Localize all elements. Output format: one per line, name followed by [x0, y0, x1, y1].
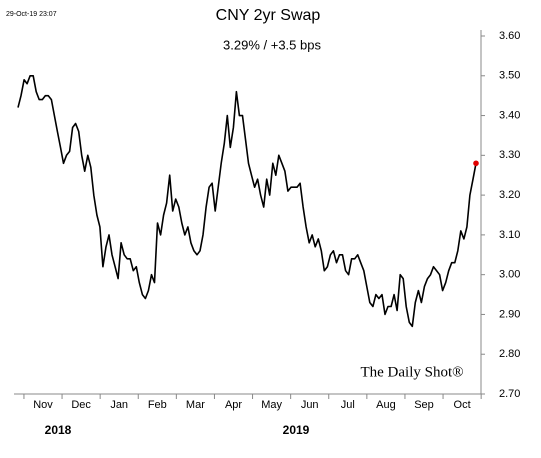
timestamp: 29-Oct-19 23:07	[6, 11, 57, 18]
x-tick-label: Jul	[341, 399, 355, 411]
y-tick-label: 2.70	[499, 388, 520, 400]
source-logo: The Daily Shot®	[360, 364, 463, 380]
y-tick-label: 3.60	[499, 30, 520, 42]
last-point	[473, 160, 479, 167]
series-line	[17, 75, 477, 328]
x-tick-label: Mar	[186, 399, 205, 411]
y-tick-label: 3.10	[499, 229, 520, 241]
y-tick-label: 2.90	[499, 308, 520, 320]
x-tick-label: Jun	[301, 399, 319, 411]
y-tick-label: 3.30	[499, 149, 520, 161]
year-label: 2019	[283, 423, 310, 437]
chart-title: CNY 2yr Swap	[216, 7, 321, 24]
chart-subtitle: 3.29% / +3.5 bps	[223, 37, 321, 52]
x-tick-label: Nov	[33, 399, 53, 411]
y-tick-label: 3.20	[499, 189, 520, 201]
x-tick-label: Feb	[148, 399, 167, 411]
x-tick-label: Oct	[454, 399, 471, 411]
x-tick-label: Sep	[414, 399, 434, 411]
x-tick-label: May	[261, 399, 282, 411]
y-tick-label: 3.50	[499, 70, 520, 82]
x-tick-label: Dec	[71, 399, 91, 411]
y-tick-label: 2.80	[499, 348, 520, 360]
x-tick-label: Aug	[376, 399, 396, 411]
year-label: 2018	[45, 423, 72, 437]
y-tick-label: 3.00	[499, 269, 520, 281]
y-tick-label: 3.40	[499, 109, 520, 121]
x-tick-label: Jan	[110, 399, 128, 411]
x-tick-label: Apr	[225, 399, 242, 411]
